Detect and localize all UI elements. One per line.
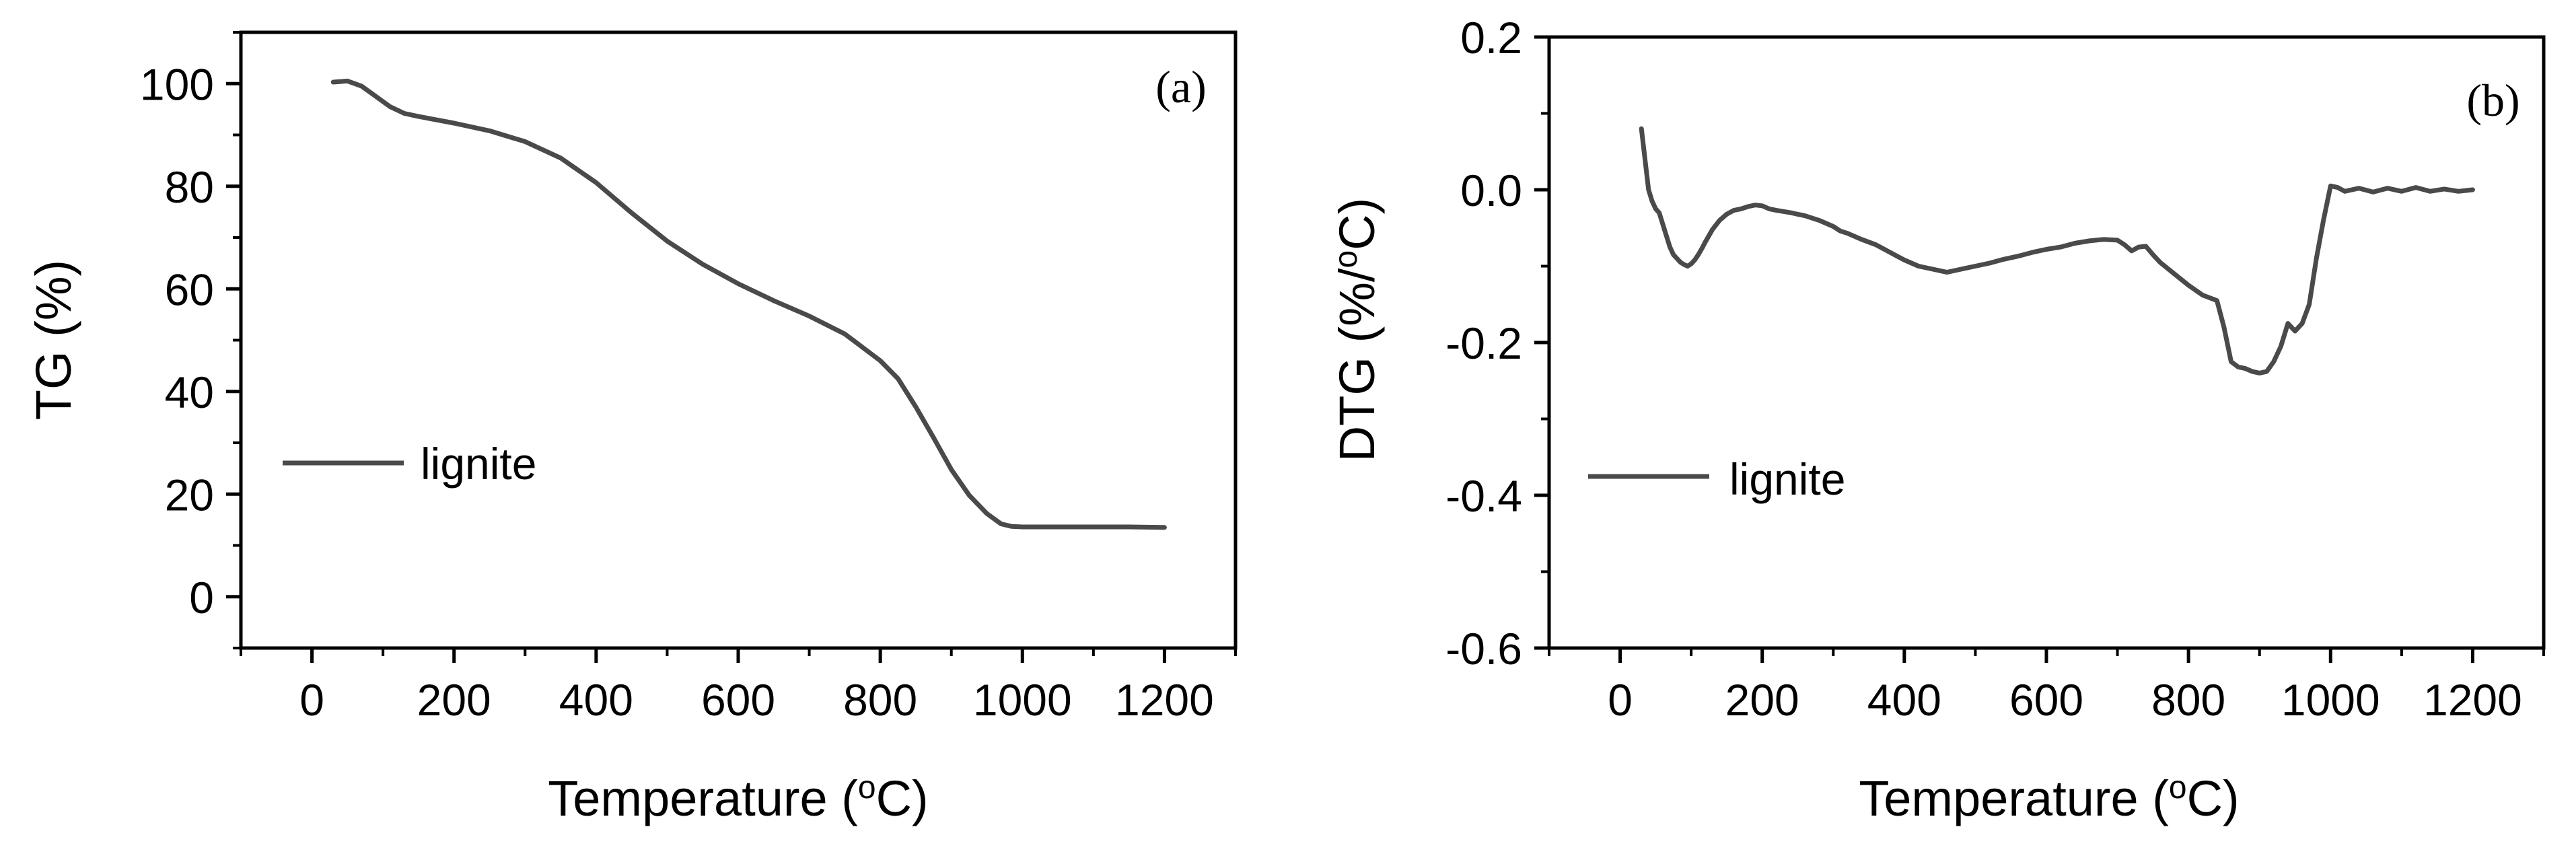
panel-a-x-tick-labels: 0 200 400 600 800 1000 1200 xyxy=(299,675,1214,725)
panel-b-y-tick-label: -0.6 xyxy=(1445,624,1522,674)
panel-a-y-tick-label: 20 xyxy=(165,470,214,520)
panel-b-x-tick-label: 200 xyxy=(1725,675,1799,725)
panel-a-legend: lignite xyxy=(283,439,536,489)
panel-b-dtg-chart: 0 200 400 600 800 1000 1200 -0.6 -0.4 -0.2 0.0 0.2… xyxy=(1328,13,2546,826)
panel-b-legend: lignite xyxy=(1588,454,1845,504)
panel-b-plot-frame xyxy=(1547,35,2546,650)
panel-a-x-tick-label: 800 xyxy=(843,675,917,725)
panel-a-y-tick-label: 60 xyxy=(165,264,214,314)
panel-b-dtg-series-line xyxy=(1639,126,2475,376)
panel-a-x-tick-label: 1200 xyxy=(1115,675,1214,725)
panel-a-tg-chart: 0 200 400 600 800 1000 1200 0 20 40 60 80 100 (a) l… xyxy=(26,30,1238,826)
panel-a-ticks xyxy=(226,31,1237,663)
panel-a-plot-frame xyxy=(239,30,1238,650)
panel-b-x-axis-label: Temperature (oC) xyxy=(1859,770,2239,826)
panel-b-y-tick-label: 0.2 xyxy=(1460,13,1522,63)
panel-a-y-tick-label: 80 xyxy=(165,162,214,212)
panel-b-x-tick-labels: 0 200 400 600 800 1000 1200 xyxy=(1608,675,2522,725)
panel-a-y-tick-label: 40 xyxy=(165,367,214,417)
panel-a-x-tick-label: 200 xyxy=(417,675,491,725)
panel-b-label: (b) xyxy=(2466,75,2519,126)
panel-b-y-tick-label: 0.0 xyxy=(1460,166,1522,215)
panel-b-x-tick-label: 800 xyxy=(2151,675,2225,725)
panel-a-x-tick-label: 1000 xyxy=(973,675,1072,725)
panel-b-y-axis-label: DTG (%/oC) xyxy=(1328,198,1385,462)
panel-b-x-tick-label: 1000 xyxy=(2281,675,2380,725)
panel-a-y-tick-labels: 0 20 40 60 80 100 xyxy=(140,59,214,622)
panel-b-y-tick-label: -0.2 xyxy=(1445,318,1522,368)
panel-b-ticks xyxy=(1534,35,2545,663)
panel-b-legend-label: lignite xyxy=(1729,454,1845,504)
panel-b-x-tick-label: 0 xyxy=(1608,675,1633,725)
panel-b-y-tick-labels: -0.6 -0.4 -0.2 0.0 0.2 xyxy=(1445,13,1522,674)
panel-a-tg-series-line xyxy=(330,78,1167,530)
panel-a-y-axis-label: TG (%) xyxy=(26,260,81,420)
panel-b-y-tick-label: -0.4 xyxy=(1445,471,1522,521)
panel-a-x-axis-label: Temperature (oC) xyxy=(548,770,928,826)
panel-a-x-tick-label: 600 xyxy=(701,675,775,725)
panel-a-legend-label: lignite xyxy=(421,439,536,489)
panel-a-y-tick-label: 0 xyxy=(189,573,214,622)
panel-a-label: (a) xyxy=(1155,61,1206,112)
panel-b-x-tick-label: 1200 xyxy=(2423,675,2522,725)
panel-a-x-tick-label: 0 xyxy=(299,675,324,725)
panel-b-x-tick-label: 400 xyxy=(1867,675,1941,725)
panel-b-x-tick-label: 600 xyxy=(2009,675,2083,725)
panel-a-x-tick-label: 400 xyxy=(559,675,633,725)
panel-a-y-tick-label: 100 xyxy=(140,59,214,109)
